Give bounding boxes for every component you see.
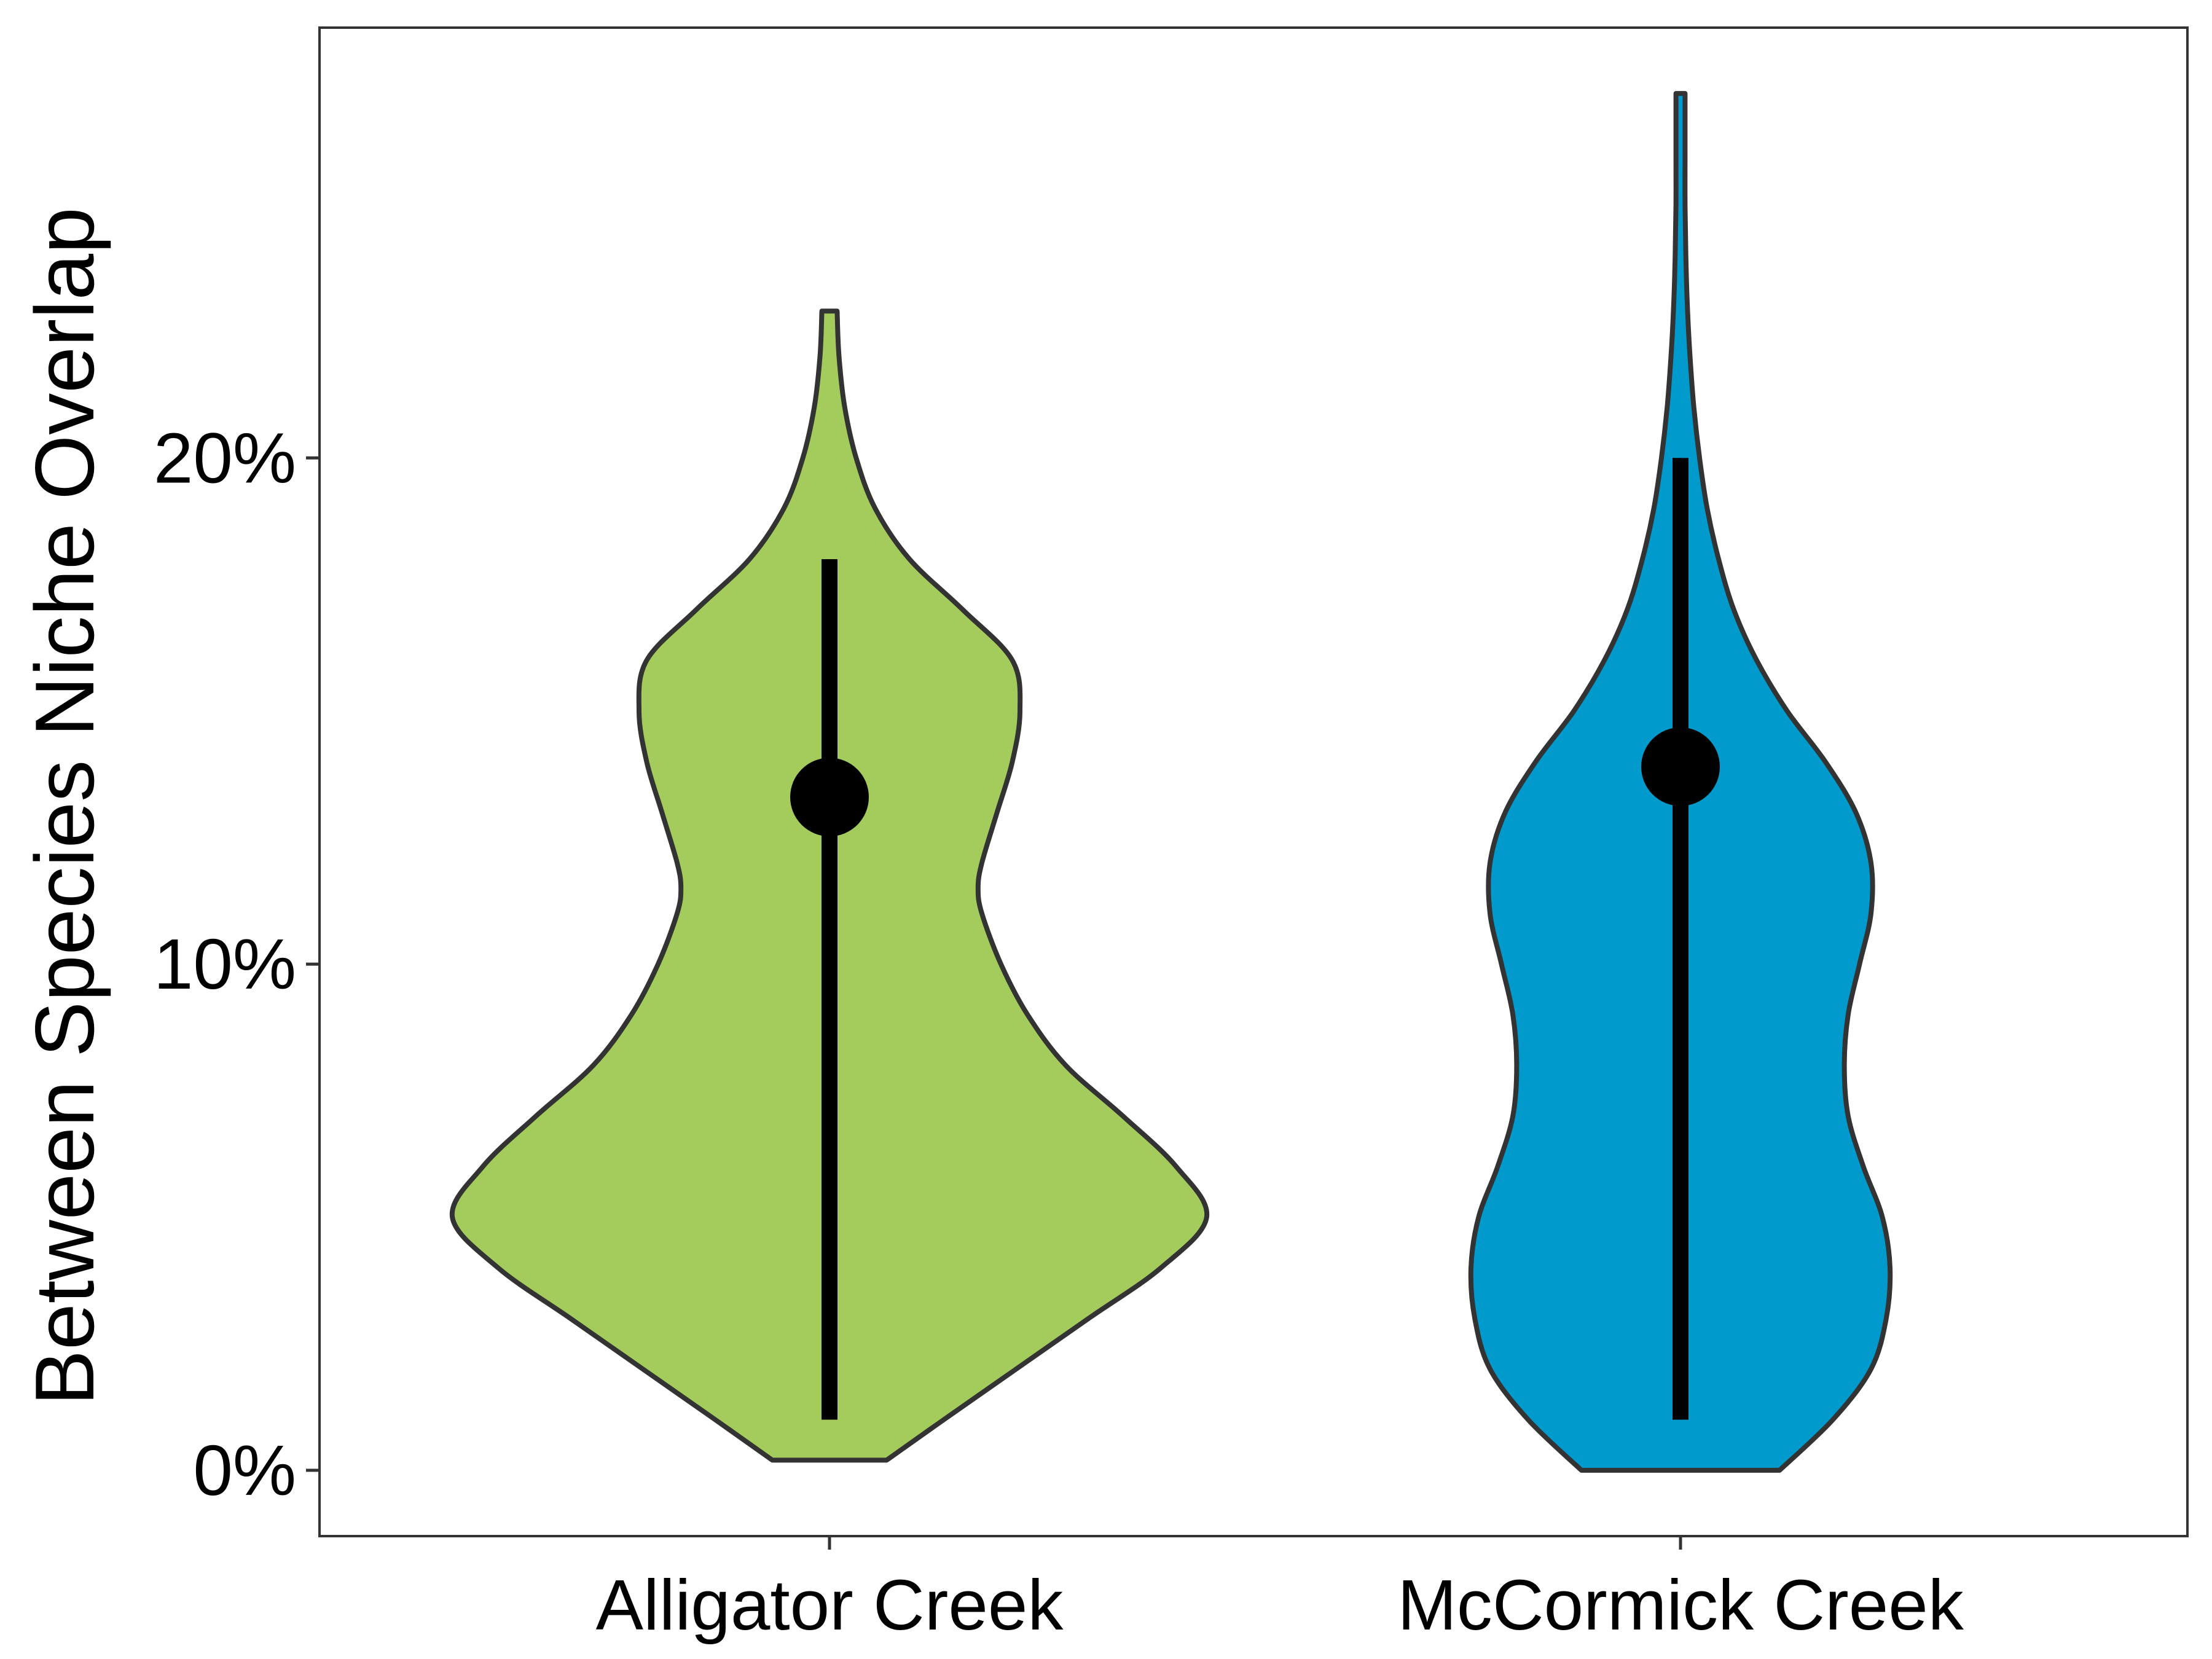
center-point-alligator-creek [790, 758, 869, 837]
y-tick-label: 0% [193, 1430, 296, 1510]
y-axis-title: Between Species Niche Overlap [18, 207, 111, 1405]
y-tick-label: 10% [154, 924, 296, 1004]
center-point-mccormick-creek [1641, 727, 1720, 806]
x-tick-label: McCormick Creek [1397, 1565, 1964, 1645]
x-tick-label: Alligator Creek [596, 1565, 1064, 1645]
summary-layer [790, 458, 1720, 1420]
x-axis: Alligator Creek McCormick Creek [596, 1536, 1964, 1645]
y-tick-label: 20% [154, 418, 296, 498]
y-axis: 0% 10% 20% [154, 418, 320, 1510]
plot-panel-border [318, 26, 2189, 1537]
